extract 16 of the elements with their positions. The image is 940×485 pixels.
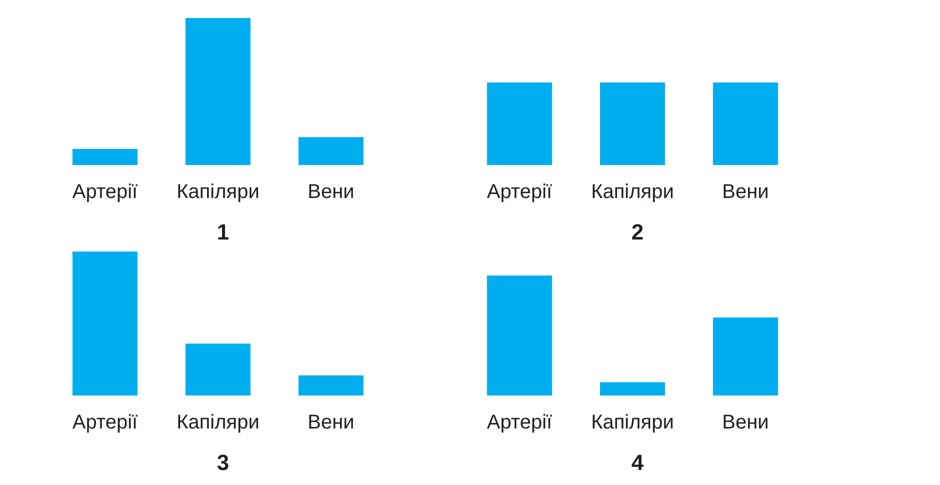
text: 2 — [631, 220, 644, 244]
x-tick-label: Вени — [308, 181, 354, 203]
x-tick-label: Капіляри — [591, 181, 674, 203]
x-tick-label: Вени — [722, 412, 769, 434]
x-tick-label: Вени — [722, 181, 769, 203]
x-tick-label: Капіляри — [176, 181, 260, 203]
x-tick-label: Вени — [308, 412, 354, 434]
text: 4 — [631, 450, 644, 475]
x-tick-label: Капіляри — [591, 412, 674, 434]
x-tick-label: Артерії — [72, 412, 138, 434]
x-tick-label: Артерії — [486, 181, 553, 203]
text: 3 — [216, 450, 230, 475]
x-tick-label: Артерії — [72, 181, 138, 203]
x-tick-label: Артерії — [486, 412, 553, 434]
x-tick-label: Капіляри — [176, 412, 260, 434]
text: 1 — [216, 220, 230, 244]
